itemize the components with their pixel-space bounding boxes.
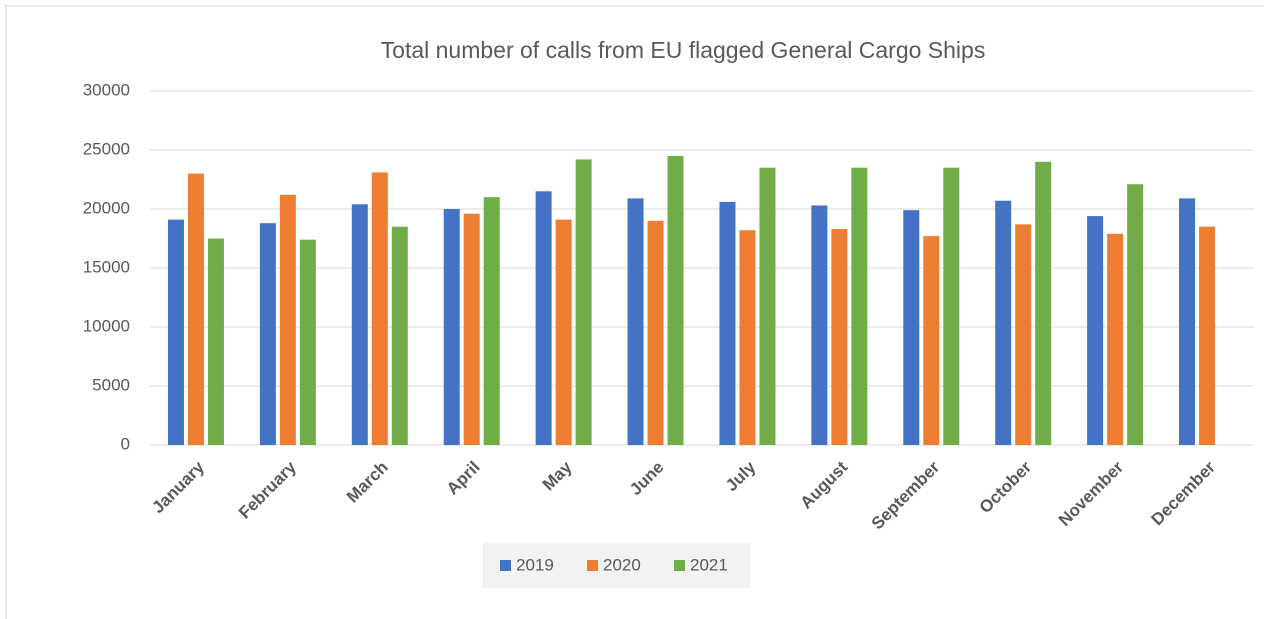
bar — [443, 209, 460, 445]
x-tick-label: November — [1055, 457, 1127, 529]
legend-swatch — [587, 560, 598, 571]
bar — [1107, 233, 1124, 445]
bar — [995, 200, 1012, 445]
bar — [207, 238, 224, 445]
bar — [943, 167, 960, 445]
x-tick-label: July — [722, 457, 760, 495]
bar — [923, 236, 940, 445]
bar — [851, 167, 868, 445]
y-tick-label: 30000 — [83, 80, 130, 99]
bar — [555, 219, 572, 445]
bar — [391, 226, 408, 445]
bar — [1087, 216, 1104, 445]
x-tick-label: January — [148, 457, 208, 517]
bar — [811, 205, 828, 445]
y-tick-label: 0 — [121, 434, 130, 453]
bar — [739, 230, 756, 445]
y-tick-label: 15000 — [83, 257, 130, 276]
y-tick-label: 25000 — [83, 139, 130, 158]
bar — [167, 219, 184, 445]
x-tick-label: April — [443, 458, 484, 499]
bar — [1035, 161, 1052, 446]
y-tick-label: 20000 — [83, 198, 130, 217]
bar — [299, 239, 316, 445]
bar — [575, 159, 592, 445]
bar — [831, 229, 848, 445]
chart-title: Total number of calls from EU flagged Ge… — [381, 37, 986, 63]
bar — [1015, 224, 1032, 445]
bar — [1127, 184, 1144, 445]
bar — [483, 197, 500, 445]
legend-swatch — [500, 560, 511, 571]
bar — [1199, 226, 1216, 445]
bar — [187, 173, 204, 445]
x-tick-label: December — [1147, 457, 1219, 529]
bar — [535, 191, 552, 445]
x-tick-label: August — [797, 457, 852, 512]
x-tick-label: May — [539, 457, 576, 494]
bar — [279, 194, 296, 445]
bar — [903, 210, 920, 445]
bar — [463, 213, 480, 445]
x-tick-label: October — [976, 457, 1036, 517]
legend-swatch — [674, 560, 685, 571]
x-tick-label: March — [343, 458, 392, 507]
bar — [259, 223, 276, 445]
bar — [371, 172, 388, 446]
x-tick-label: February — [235, 457, 300, 522]
bar — [759, 167, 776, 445]
y-tick-label: 10000 — [83, 316, 130, 335]
y-tick-label: 5000 — [92, 375, 130, 394]
bar — [351, 204, 368, 445]
legend-label: 2021 — [690, 555, 728, 574]
bar — [627, 198, 644, 445]
bar — [719, 201, 736, 445]
legend-label: 2020 — [603, 555, 641, 574]
bar — [667, 155, 684, 445]
x-tick-label: September — [868, 457, 944, 533]
legend-label: 2019 — [516, 555, 554, 574]
bar — [1179, 198, 1196, 445]
legend-box — [483, 543, 750, 588]
x-tick-label: June — [626, 458, 667, 499]
bar — [647, 220, 664, 445]
